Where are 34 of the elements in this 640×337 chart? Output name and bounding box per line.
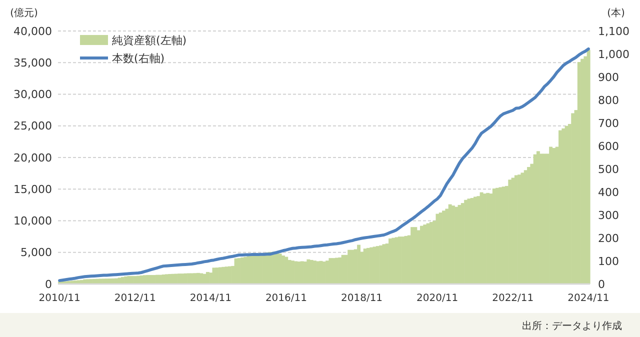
y-tick-label: 10,000 <box>14 214 52 228</box>
y-tick-label: 30,000 <box>14 88 52 102</box>
x-tick-label: 2020/11 <box>416 293 458 304</box>
y2-tick-label: 500 <box>598 162 619 176</box>
y-tick-label: 25,000 <box>14 120 52 133</box>
y2-tick-label: 1,000 <box>598 48 630 61</box>
y-tick-label: 15,000 <box>14 182 52 196</box>
y-tick-label: 5,000 <box>20 246 52 260</box>
y2-tick-label: 1,100 <box>598 24 630 38</box>
y2-tick-label: 0 <box>598 278 605 291</box>
y-axis-title: (億元) <box>10 7 38 19</box>
x-tick-label: 2014/11 <box>190 293 232 304</box>
y2-tick-label: 800 <box>598 94 619 107</box>
y2-tick-label: 700 <box>598 116 619 130</box>
x-tick-label: 2022/11 <box>492 293 534 304</box>
y-tick-label: 35,000 <box>14 56 52 70</box>
x-tick-label: 2010/11 <box>38 293 80 304</box>
text: 出所：データより作成 <box>522 320 622 332</box>
y2-tick-label: 900 <box>598 70 619 84</box>
y2-tick-label: 100 <box>598 254 619 268</box>
x-tick-label: 2018/11 <box>341 293 383 304</box>
legend-label: 純資産額(左軸) <box>112 34 187 47</box>
y-tick-label: 0 <box>45 278 52 291</box>
y2-tick-label: 200 <box>598 232 619 245</box>
legend-label: 本数(右軸) <box>112 52 165 65</box>
x-tick-label: 2024/11 <box>568 293 610 304</box>
y2-axis-title: (本) <box>607 7 625 19</box>
y-tick-label: 40,000 <box>14 24 52 38</box>
y2-tick-label: 400 <box>598 186 619 199</box>
x-tick-label: 2016/11 <box>265 293 307 304</box>
x-tick-label: 2012/11 <box>114 293 156 304</box>
y-tick-label: 20,000 <box>14 151 52 164</box>
y2-tick-label: 300 <box>598 208 619 222</box>
y2-tick-label: 600 <box>598 140 619 153</box>
